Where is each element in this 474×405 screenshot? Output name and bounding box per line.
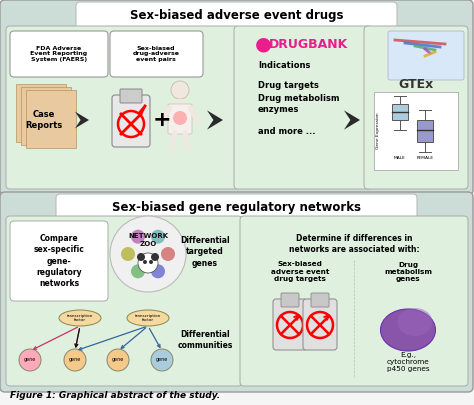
Text: Drug targets: Drug targets bbox=[258, 81, 319, 90]
FancyBboxPatch shape bbox=[21, 87, 71, 145]
FancyBboxPatch shape bbox=[6, 216, 242, 386]
FancyBboxPatch shape bbox=[10, 31, 108, 77]
Text: ●: ● bbox=[255, 34, 272, 53]
Polygon shape bbox=[75, 112, 89, 128]
Circle shape bbox=[143, 260, 147, 264]
FancyBboxPatch shape bbox=[76, 2, 397, 30]
Text: FEMALE: FEMALE bbox=[417, 156, 434, 160]
FancyBboxPatch shape bbox=[112, 95, 150, 147]
Text: Sex-biased adverse event drugs: Sex-biased adverse event drugs bbox=[130, 9, 344, 23]
Text: GTEx: GTEx bbox=[398, 79, 434, 92]
FancyBboxPatch shape bbox=[388, 31, 464, 80]
Circle shape bbox=[107, 349, 129, 371]
Circle shape bbox=[151, 264, 165, 278]
Circle shape bbox=[173, 111, 187, 125]
Text: NETWORK
ZOO: NETWORK ZOO bbox=[128, 234, 168, 247]
Text: Drug
metabolism
genes: Drug metabolism genes bbox=[384, 262, 432, 283]
Circle shape bbox=[131, 264, 145, 278]
Text: gene: gene bbox=[112, 358, 124, 362]
FancyBboxPatch shape bbox=[364, 26, 468, 189]
Circle shape bbox=[171, 81, 189, 99]
Ellipse shape bbox=[127, 310, 169, 326]
Text: gene: gene bbox=[24, 358, 36, 362]
Text: gene: gene bbox=[69, 358, 81, 362]
Polygon shape bbox=[344, 111, 360, 130]
Text: Sex-biased
drug-adverse
event pairs: Sex-biased drug-adverse event pairs bbox=[133, 46, 180, 62]
Text: Compare
sex-specific
gene-
regulatory
networks: Compare sex-specific gene- regulatory ne… bbox=[34, 234, 84, 288]
Circle shape bbox=[151, 230, 165, 244]
Ellipse shape bbox=[398, 308, 432, 336]
Text: and more ...: and more ... bbox=[258, 128, 316, 136]
Bar bbox=[374, 92, 458, 170]
Text: DRUGBANK: DRUGBANK bbox=[269, 38, 348, 51]
Text: Case
Reports: Case Reports bbox=[26, 110, 63, 130]
Text: Indications: Indications bbox=[258, 60, 310, 70]
FancyBboxPatch shape bbox=[0, 0, 473, 195]
Text: transcription
factor: transcription factor bbox=[67, 314, 93, 322]
FancyBboxPatch shape bbox=[281, 293, 299, 307]
Text: Drug metabolism
enzymes: Drug metabolism enzymes bbox=[258, 94, 339, 114]
Ellipse shape bbox=[59, 310, 101, 326]
Text: gene: gene bbox=[156, 358, 168, 362]
Text: Determine if differences in
networks are associated with:: Determine if differences in networks are… bbox=[289, 234, 419, 254]
Bar bbox=[392, 104, 408, 120]
Text: FDA Adverse
Event Reporting
System (FAERS): FDA Adverse Event Reporting System (FAER… bbox=[30, 46, 88, 62]
Circle shape bbox=[137, 253, 145, 261]
Circle shape bbox=[138, 253, 158, 273]
Circle shape bbox=[131, 230, 145, 244]
Circle shape bbox=[121, 247, 135, 261]
FancyBboxPatch shape bbox=[6, 26, 239, 189]
FancyBboxPatch shape bbox=[56, 194, 417, 222]
FancyBboxPatch shape bbox=[240, 216, 468, 386]
Circle shape bbox=[19, 349, 41, 371]
Polygon shape bbox=[207, 111, 223, 130]
FancyBboxPatch shape bbox=[16, 84, 66, 142]
Text: Differential
communities: Differential communities bbox=[177, 330, 233, 350]
Text: E.g.,
cytochrome
p450 genes: E.g., cytochrome p450 genes bbox=[387, 352, 429, 373]
Circle shape bbox=[64, 349, 86, 371]
Text: +: + bbox=[153, 110, 171, 130]
Text: MALE: MALE bbox=[394, 156, 406, 160]
Circle shape bbox=[161, 247, 175, 261]
Text: Figure 1: Graphical abstract of the study.: Figure 1: Graphical abstract of the stud… bbox=[10, 392, 220, 401]
FancyBboxPatch shape bbox=[311, 293, 329, 307]
FancyBboxPatch shape bbox=[0, 192, 473, 392]
Circle shape bbox=[151, 349, 173, 371]
Circle shape bbox=[149, 260, 153, 264]
FancyBboxPatch shape bbox=[26, 90, 76, 148]
Text: Sex-biased gene regulatory networks: Sex-biased gene regulatory networks bbox=[112, 202, 362, 215]
FancyBboxPatch shape bbox=[110, 31, 203, 77]
Ellipse shape bbox=[381, 309, 436, 351]
FancyBboxPatch shape bbox=[120, 89, 142, 103]
FancyBboxPatch shape bbox=[273, 299, 307, 350]
Bar bbox=[177, 99, 183, 105]
Text: Sex-biased
adverse event
drug targets: Sex-biased adverse event drug targets bbox=[271, 262, 329, 283]
Text: Differential
targeted
genes: Differential targeted genes bbox=[180, 237, 230, 268]
FancyBboxPatch shape bbox=[234, 26, 372, 189]
FancyBboxPatch shape bbox=[168, 104, 192, 134]
Circle shape bbox=[110, 216, 186, 292]
FancyBboxPatch shape bbox=[10, 221, 108, 301]
Circle shape bbox=[151, 253, 159, 261]
Bar bbox=[417, 120, 433, 142]
Text: Gene Expression: Gene Expression bbox=[376, 113, 380, 149]
Text: transcription
factor: transcription factor bbox=[135, 314, 161, 322]
FancyBboxPatch shape bbox=[303, 299, 337, 350]
